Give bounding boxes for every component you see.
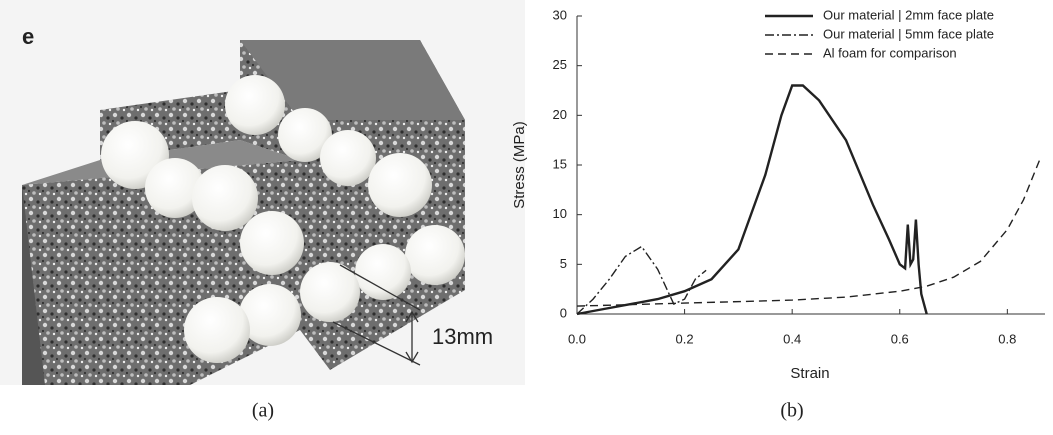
y-tick-label: 5 — [560, 256, 567, 271]
x-axis-label: Strain — [790, 365, 829, 382]
foam-illustration — [0, 0, 525, 385]
legend-label: Al foam for comparison — [823, 45, 957, 60]
data-line — [576, 84, 928, 316]
data-line — [576, 245, 707, 315]
y-tick-label: 10 — [553, 206, 567, 221]
legend-label: Our material | 5mm face plate — [823, 26, 994, 41]
x-tick-label: 0.2 — [676, 331, 694, 346]
y-axis-label: Stress (MPa) — [511, 121, 528, 209]
panel-label: e — [22, 24, 34, 49]
caption: (b) — [780, 400, 803, 422]
x-tick-label: 0.0 — [568, 331, 586, 346]
dimension-label: 13mm — [432, 324, 493, 349]
data-line — [576, 159, 1041, 307]
y-tick-label: 30 — [553, 7, 567, 22]
x-tick-label: 0.6 — [891, 331, 909, 346]
x-tick-label: 0.8 — [998, 331, 1016, 346]
caption: (a) — [252, 400, 274, 422]
y-tick-label: 0 — [560, 305, 567, 320]
x-tick-label: 0.4 — [783, 331, 801, 346]
y-tick-label: 15 — [553, 156, 567, 171]
y-tick-label: 25 — [553, 57, 567, 72]
legend-label: Our material | 2mm face plate — [823, 7, 994, 22]
y-tick-label: 20 — [553, 107, 567, 122]
